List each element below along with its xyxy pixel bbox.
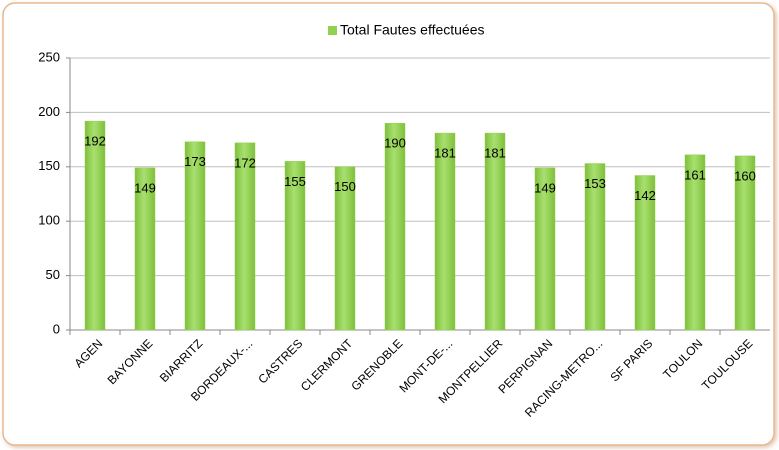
data-label: 150: [334, 179, 356, 194]
data-label: 142: [634, 188, 656, 203]
bar: [534, 167, 556, 331]
bar: [434, 132, 456, 331]
data-label: 181: [434, 146, 456, 161]
data-label: 155: [284, 174, 306, 189]
data-label: 160: [734, 168, 756, 183]
bar: [734, 155, 756, 331]
data-label: 153: [584, 176, 606, 191]
bar: [584, 163, 606, 331]
data-label: 172: [234, 155, 256, 170]
y-tick-label: 250: [38, 49, 60, 64]
bar: [334, 166, 356, 331]
y-tick-label: 200: [38, 104, 60, 119]
data-label: 161: [684, 167, 706, 182]
bar: [634, 175, 656, 331]
bar: [384, 123, 406, 331]
bar: [234, 142, 256, 331]
bar: [684, 154, 706, 331]
bar: [134, 167, 156, 331]
bar: [284, 161, 306, 331]
data-label: 149: [134, 180, 156, 195]
y-tick-label: 0: [53, 321, 60, 336]
legend-label: Total Fautes effectuées: [340, 22, 485, 38]
data-label: 190: [384, 136, 406, 151]
data-label: 173: [184, 154, 206, 169]
y-tick-label: 150: [38, 158, 60, 173]
y-tick-label: 100: [38, 213, 60, 228]
legend-swatch: [328, 26, 337, 35]
bar: [484, 132, 506, 331]
bar: [84, 120, 106, 331]
data-label: 149: [534, 180, 556, 195]
bar: [184, 141, 206, 331]
data-label: 192: [84, 134, 106, 149]
data-label: 181: [484, 146, 506, 161]
y-tick-label: 50: [46, 267, 60, 282]
